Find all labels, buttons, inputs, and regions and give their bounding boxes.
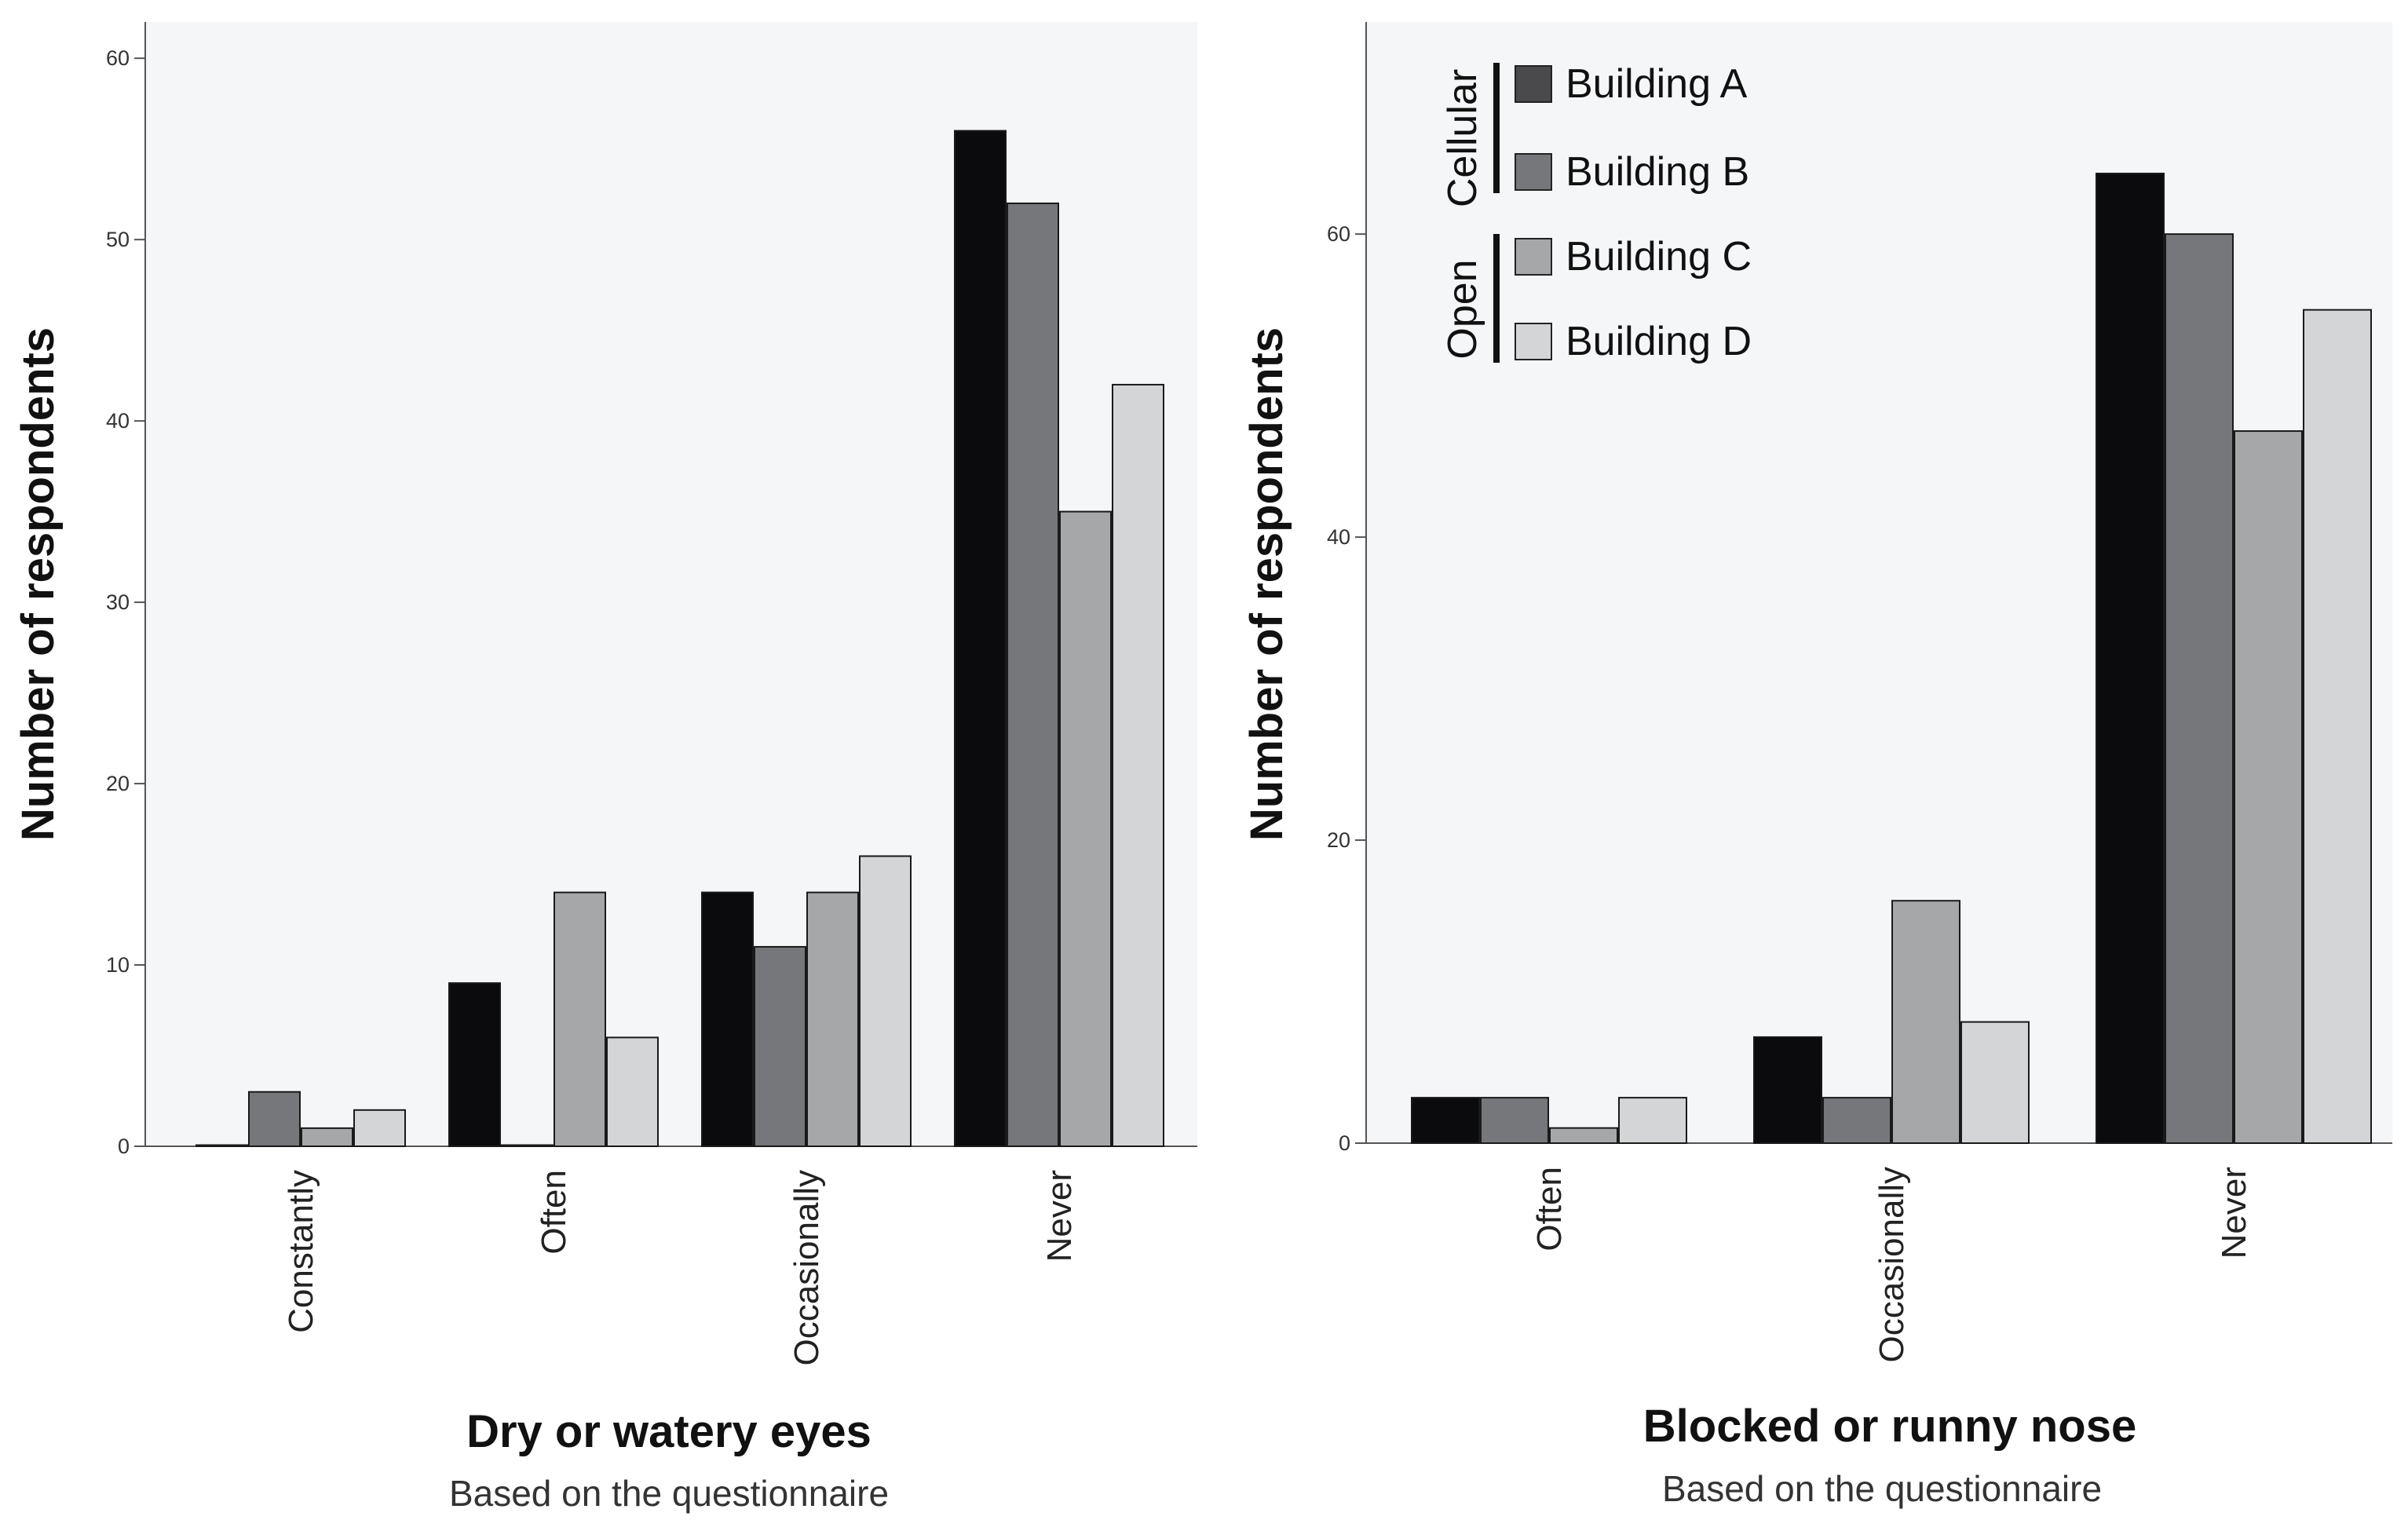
y-tick-label-0: 0 <box>118 1135 130 1158</box>
legend-swatch-building-b <box>1515 153 1552 191</box>
bar-constantly-building-a <box>195 1144 248 1147</box>
legend-group-label-open: Open <box>1440 259 1485 359</box>
category-labels: Often Occasionally Never <box>1530 1167 2253 1362</box>
bar-never-building-d <box>1112 383 1164 1147</box>
bar-never-building-c <box>2234 430 2303 1144</box>
y-tick-label-60: 60 <box>106 46 130 70</box>
bar-often-building-b <box>501 1144 554 1147</box>
legend-swatch-building-c <box>1515 238 1552 276</box>
y-tick-label-40: 40 <box>106 409 130 433</box>
bar-often-building-a <box>1411 1097 1480 1145</box>
bar-often-building-a <box>448 982 501 1147</box>
bar-often-building-b <box>1480 1097 1549 1145</box>
bar-occasionally-building-c <box>806 891 859 1147</box>
bar-often-building-d <box>1618 1097 1687 1145</box>
legend-swatch-building-d <box>1515 323 1552 360</box>
legend-label-building-b: Building B <box>1566 149 1749 195</box>
chart-subtitle: Based on the questionnaire <box>449 1473 889 1514</box>
bar-often-building-c <box>554 891 606 1147</box>
y-axis-label: Number of respondents <box>1241 327 1292 841</box>
bar-constantly-building-b <box>248 1091 301 1148</box>
bar-occasionally-building-b <box>754 945 806 1147</box>
legend: Building A Building B Building C Buildin… <box>1440 61 1752 364</box>
category-label-occasionally: Occasionally <box>787 1170 826 1365</box>
bars <box>1411 172 2372 1145</box>
y-tick-label-30: 30 <box>106 590 130 614</box>
bar-occasionally-building-a <box>1753 1036 1822 1145</box>
chart-title: Blocked or runny nose <box>1643 1401 2136 1452</box>
bar-occasionally-building-a <box>701 891 754 1147</box>
y-ticks: 0 10 20 30 40 50 60 <box>106 46 145 1158</box>
bar-never-building-d <box>2303 309 2372 1144</box>
legend-label-building-c: Building C <box>1566 234 1752 280</box>
y-tick-label-0: 0 <box>1339 1131 1350 1155</box>
y-tick-label-50: 50 <box>106 228 130 251</box>
chart-title: Dry or watery eyes <box>466 1406 871 1457</box>
y-axis-label: Number of respondents <box>13 327 64 841</box>
bar-occasionally-building-c <box>1891 900 1960 1145</box>
bars <box>195 130 1164 1148</box>
bar-never-building-b <box>1007 202 1059 1147</box>
chart-runny-nose: 0 20 40 60 Often Occasionally Never Number of… <box>1241 22 2392 1509</box>
category-label-constantly: Constantly <box>282 1170 320 1333</box>
legend-swatch-building-a <box>1515 65 1552 103</box>
legend-label-building-a: Building A <box>1566 61 1748 107</box>
y-tick-label-10: 10 <box>106 953 130 977</box>
category-label-never: Never <box>1040 1170 1079 1262</box>
legend-label-building-d: Building D <box>1566 319 1752 364</box>
bar-occasionally-building-d <box>859 855 912 1148</box>
legend-group-label-cellular: Cellular <box>1440 69 1485 207</box>
y-tick-label-20: 20 <box>106 772 130 795</box>
chart-dry-eyes: 0 10 20 30 40 50 60 Constantly Often Occasionall… <box>13 22 1197 1514</box>
bar-occasionally-building-d <box>1960 1021 2030 1144</box>
category-labels: Constantly Often Occasionally Never <box>282 1170 1079 1365</box>
bar-often-building-c <box>1549 1127 1618 1145</box>
category-label-never: Never <box>2215 1167 2253 1259</box>
y-tick-label-20: 20 <box>1327 828 1350 852</box>
bar-never-building-c <box>1059 510 1112 1147</box>
y-tick-label-60: 60 <box>1327 222 1350 246</box>
category-label-occasionally: Occasionally <box>1873 1167 1911 1362</box>
bar-constantly-building-d <box>353 1109 406 1147</box>
chart-subtitle: Based on the questionnaire <box>1662 1468 2102 1509</box>
bar-occasionally-building-b <box>1822 1097 1891 1145</box>
bar-never-building-a <box>954 130 1007 1147</box>
y-ticks: 0 20 40 60 <box>1327 222 1366 1155</box>
y-tick-label-40: 40 <box>1327 525 1350 549</box>
category-label-often: Often <box>535 1170 573 1255</box>
bar-never-building-b <box>2165 233 2234 1145</box>
category-label-often: Often <box>1530 1167 1569 1251</box>
bar-constantly-building-c <box>301 1127 353 1147</box>
bar-often-building-d <box>606 1036 659 1147</box>
bar-never-building-a <box>2096 172 2165 1144</box>
